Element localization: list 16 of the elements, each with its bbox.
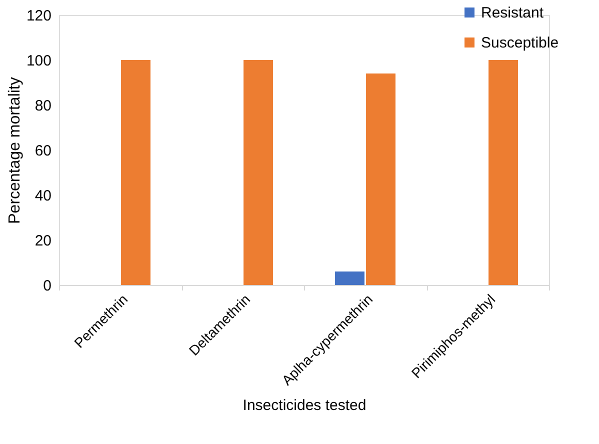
- y-tick-label: 60: [34, 142, 52, 160]
- y-tick-label: 20: [34, 232, 52, 250]
- y-tick-label: 0: [43, 278, 52, 294]
- y-axis-title: Percentage mortality: [6, 77, 24, 224]
- bar: [488, 60, 518, 285]
- bar: [121, 60, 150, 285]
- bar: [366, 74, 396, 285]
- bar: [335, 272, 364, 285]
- y-tick-label: 40: [34, 188, 52, 204]
- y-tick-label: 120: [26, 8, 52, 24]
- y-tick-label: 80: [34, 98, 52, 114]
- legend-label: Resistant: [481, 4, 544, 22]
- legend-label: Susceptible: [481, 34, 559, 52]
- x-axis-title: Insecticides tested: [242, 397, 366, 414]
- y-tick-label: 100: [26, 52, 52, 70]
- bar: [244, 60, 273, 285]
